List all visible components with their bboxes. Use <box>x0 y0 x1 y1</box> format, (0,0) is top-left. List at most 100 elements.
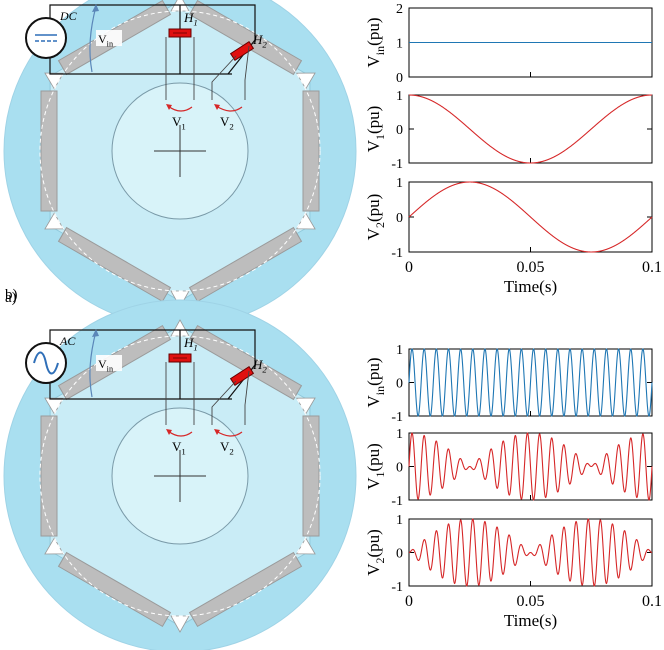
vin-arrowhead <box>92 329 99 337</box>
y-axis-label: Vin(pu) <box>364 358 387 408</box>
y-tick-label: 0 <box>396 211 403 226</box>
plot-frame <box>408 94 653 164</box>
lead-v2-right <box>244 370 250 425</box>
vin-arrow <box>89 330 97 398</box>
y-tick-label: 2 <box>396 2 403 17</box>
v1-arrowhead <box>166 429 172 435</box>
y-tick-label: 1 <box>396 37 403 52</box>
y-tick-label: 0 <box>396 123 403 138</box>
x-axis-label: Time(s) <box>504 277 557 296</box>
y-tick-label: 0 <box>396 547 403 562</box>
vin-arrowhead <box>92 4 99 12</box>
magnet-bar <box>40 415 58 537</box>
magnet-bar <box>188 324 303 401</box>
magnet-rect <box>40 90 58 212</box>
wire-top <box>49 329 256 365</box>
y-axis-label: V1(pu) <box>364 106 387 153</box>
x-tick-label: 0 <box>405 593 413 610</box>
v2-label: V2 <box>220 114 234 132</box>
series-line <box>408 518 653 587</box>
motor-diagram: AC Vin H1 H2 V1 V2 <box>3 299 357 650</box>
v2-label: V2 <box>220 439 234 457</box>
ac-wave <box>33 351 59 375</box>
magnet-rect <box>188 226 303 303</box>
plot-0-0: 2 1 0 Vin(pu) <box>364 2 653 86</box>
y-axis-label: V2(pu) <box>364 194 387 241</box>
magnet-rect <box>40 415 58 537</box>
plot-0-1: 1 0 -1 V1(pu) <box>364 89 653 172</box>
h2-rect <box>229 40 255 62</box>
vin-arrow <box>89 5 97 73</box>
v1-arrowhead <box>166 104 172 110</box>
x-tick-label: 0.1 <box>642 259 662 276</box>
lead-v2-left <box>211 380 237 425</box>
panel-label-0: a) <box>5 290 17 306</box>
series-line <box>408 432 653 501</box>
y-tick-label: 1 <box>396 343 403 358</box>
h2-label: H2 <box>252 357 267 375</box>
v2-arrowhead <box>214 104 220 110</box>
source-circle <box>25 17 67 59</box>
v1-label: V1 <box>172 439 186 457</box>
y-tick-label: -1 <box>391 410 403 425</box>
y-axis-label: Vin(pu) <box>364 18 387 68</box>
magnet-rect <box>57 226 172 303</box>
magnet-bar <box>40 90 58 212</box>
y-tick-label: 1 <box>396 89 403 104</box>
hall-sensor-h2 <box>229 365 255 387</box>
plot-1-2: 1 0 -1 V2(pu) <box>364 513 653 595</box>
y-tick-label: 1 <box>396 427 403 442</box>
magnet-bar <box>188 226 303 303</box>
x-tick-label: 0.05 <box>517 259 545 276</box>
y-tick-label: -1 <box>391 580 403 595</box>
x-axis-label: Time(s) <box>504 611 557 630</box>
y-tick-label: 0 <box>396 377 403 392</box>
series-line <box>408 181 653 253</box>
h1-label: H1 <box>183 10 198 28</box>
x-tick-label: 0.05 <box>517 593 545 610</box>
lead-v2-left <box>211 55 237 100</box>
magnet-rect <box>188 551 303 628</box>
y-tick-label: 0 <box>396 71 403 86</box>
x-tick-label: 0 <box>405 259 413 276</box>
vin-label: Vin <box>98 357 113 373</box>
y-tick-label: 1 <box>396 176 403 191</box>
magnet-bar <box>302 90 320 212</box>
plot-1-1: 1 0 -1 V1(pu) <box>364 427 653 509</box>
y-tick-label: -1 <box>391 494 403 509</box>
vin-label-bg <box>96 355 122 371</box>
magnet-rect <box>188 324 303 401</box>
source-type-label: DC <box>59 9 78 23</box>
y-tick-label: -1 <box>391 157 403 172</box>
y-tick-label: -1 <box>391 246 403 261</box>
v2-arrowhead <box>214 429 220 435</box>
magnet-bar <box>57 226 172 303</box>
h1-label: H1 <box>183 335 198 353</box>
hall-sensor-h2 <box>229 40 255 62</box>
y-tick-label: 0 <box>396 461 403 476</box>
vin-label-bg <box>96 30 122 46</box>
plot-1-0: 1 0 -1 Vin(pu) <box>364 343 653 425</box>
magnet-rect <box>302 90 320 212</box>
magnet-rect <box>57 551 172 628</box>
x-tick-label: 0.1 <box>642 593 662 610</box>
lead-v2-right <box>244 45 250 100</box>
y-tick-label: 1 <box>396 513 403 528</box>
vin-label: Vin <box>98 32 113 48</box>
motor-diagram: DC Vin H1 H2 V1 V2 <box>3 0 357 328</box>
source-type-label: AC <box>59 334 76 348</box>
v1-label: V1 <box>172 114 186 132</box>
wire-top <box>49 4 256 40</box>
magnet-rect <box>302 415 320 537</box>
series-line <box>408 348 653 417</box>
magnet-bar <box>302 415 320 537</box>
magnet-bar <box>188 551 303 628</box>
magnet-bar <box>57 551 172 628</box>
magnet-bar <box>188 0 303 76</box>
y-axis-label: V2(pu) <box>364 529 387 576</box>
y-axis-label: V1(pu) <box>364 443 387 490</box>
plot-0-2: 1 0 -1 V2(pu) <box>364 176 653 261</box>
magnet-rect <box>188 0 303 76</box>
panel-label-1: b) <box>5 287 18 303</box>
